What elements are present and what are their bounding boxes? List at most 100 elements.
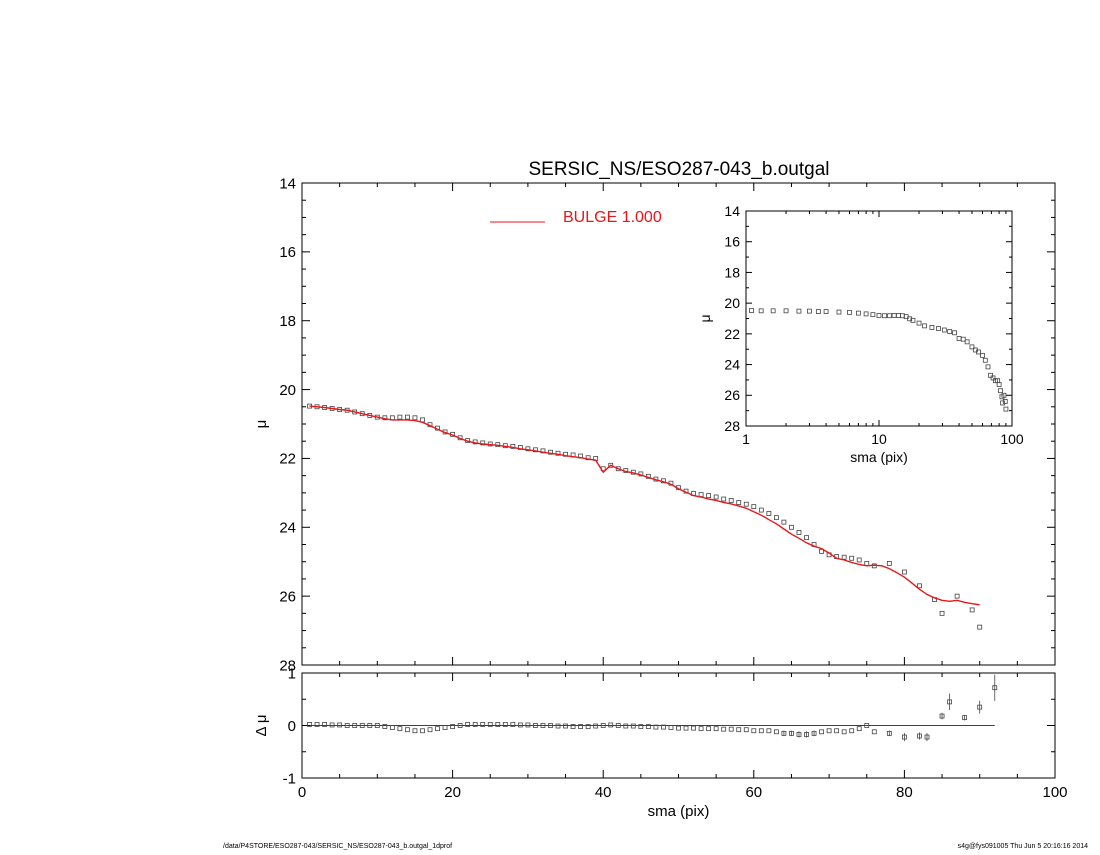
data-point — [870, 312, 876, 318]
data-point — [728, 498, 734, 503]
data-point — [751, 504, 757, 510]
data-point — [653, 724, 659, 730]
data-point — [736, 727, 742, 733]
data-point — [758, 308, 764, 314]
y-tick-label: 24 — [279, 520, 296, 537]
data-point — [533, 723, 538, 728]
data-point — [807, 308, 812, 314]
data-point — [736, 500, 742, 505]
data-point — [352, 723, 358, 728]
data-point — [608, 462, 614, 468]
y-axis-label: Δ μ — [253, 714, 270, 736]
data-point — [781, 519, 787, 525]
data-point — [374, 723, 380, 728]
data-point — [969, 344, 975, 350]
data-point — [864, 723, 870, 728]
data-point — [855, 310, 861, 316]
data-point — [896, 313, 901, 318]
y-tick-label: 14 — [279, 175, 296, 192]
data-point — [929, 325, 935, 330]
data-point — [322, 722, 327, 727]
data-point — [563, 723, 568, 729]
data-point — [954, 593, 960, 599]
data-point — [630, 723, 636, 729]
data-point — [849, 728, 855, 734]
data-point — [886, 561, 892, 566]
data-point — [939, 610, 945, 616]
data-point — [907, 316, 913, 322]
data-point — [713, 726, 719, 732]
data-point — [706, 493, 712, 499]
data-point — [910, 317, 916, 323]
data-point — [939, 713, 945, 719]
y-tick-label: 0 — [288, 718, 296, 735]
data-point — [412, 728, 418, 734]
y-axis-label: μ — [253, 420, 270, 429]
data-point — [472, 722, 478, 727]
data-point — [863, 311, 869, 317]
data-point — [307, 722, 312, 727]
data-point — [480, 722, 486, 727]
data-point — [924, 734, 930, 740]
data-point — [964, 339, 970, 345]
data-point — [783, 308, 789, 314]
x-tick-label: 100 — [1042, 784, 1067, 801]
data-point — [1003, 406, 1009, 412]
data-point — [891, 313, 897, 318]
legend-label: BULGE 1.000 — [563, 209, 662, 226]
x-tick-label: 10 — [871, 431, 887, 447]
data-point — [834, 728, 840, 734]
data-point — [823, 309, 829, 314]
data-point — [996, 382, 1002, 387]
data-point — [1001, 392, 1007, 398]
data-point — [382, 724, 388, 729]
inset-plot: 1 10 100 14 16 18 20 22 24 26 28 sma (pix) μ — [697, 203, 1024, 465]
data-point — [578, 724, 584, 729]
data-point — [773, 515, 779, 521]
data-point — [743, 501, 749, 507]
data-point — [397, 726, 403, 732]
data-point — [487, 722, 493, 727]
y-tick-label: 20 — [279, 382, 296, 399]
data-point — [796, 732, 802, 737]
y-tick-label: 20 — [724, 295, 740, 311]
data-point — [988, 372, 993, 378]
data-point — [977, 624, 983, 630]
data-point — [902, 734, 907, 740]
data-point — [886, 730, 892, 736]
data-point — [887, 313, 892, 319]
y-tick-label: 26 — [279, 588, 296, 605]
data-point — [600, 723, 606, 728]
data-point — [947, 329, 953, 334]
data-point — [645, 724, 651, 729]
data-point — [749, 308, 754, 313]
y-tick-label: 18 — [724, 264, 740, 280]
data-point — [841, 729, 847, 735]
data-point — [804, 732, 809, 737]
data-point — [502, 722, 508, 727]
data-point — [781, 730, 787, 736]
data-point — [811, 730, 817, 736]
data-point — [826, 728, 832, 734]
data-point — [947, 699, 952, 705]
data-point — [615, 466, 621, 472]
data-point — [698, 726, 704, 732]
data-point — [359, 723, 365, 728]
data-point — [916, 320, 922, 326]
data-point — [427, 727, 433, 733]
data-point — [992, 685, 998, 691]
data-point — [815, 309, 821, 314]
x-tick-label: 60 — [745, 784, 762, 801]
data-point — [728, 726, 734, 732]
data-point — [510, 443, 516, 449]
footer-timestamp: s4g@fys091005 Thu Jun 5 20:16:16 2014 — [958, 843, 1088, 850]
data-point — [457, 723, 463, 728]
data-point — [435, 726, 440, 732]
data-point — [770, 308, 776, 314]
model-line — [309, 405, 980, 606]
data-point — [773, 729, 779, 735]
x-tick-label: 40 — [595, 784, 612, 801]
data-point — [969, 607, 975, 613]
data-point — [804, 535, 809, 541]
